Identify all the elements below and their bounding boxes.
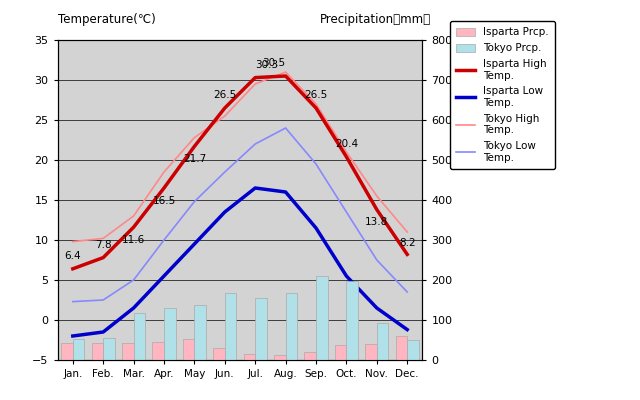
Isparta High Temp. <box>252 75 259 80</box>
Text: 13.8: 13.8 <box>365 217 388 227</box>
Isparta High Temp. <box>191 144 198 149</box>
Tokyo Low Temp. <box>160 238 168 242</box>
Bar <box>122 343 134 360</box>
Isparta High Temp. <box>130 225 138 230</box>
Text: 11.6: 11.6 <box>122 235 145 245</box>
Text: 26.5: 26.5 <box>213 90 236 100</box>
Bar <box>213 348 225 360</box>
Tokyo High Temp. <box>373 194 381 198</box>
Tokyo High Temp. <box>191 135 198 140</box>
Isparta Low Temp. <box>373 306 381 310</box>
Bar <box>103 338 115 360</box>
Isparta High Temp. <box>342 154 350 159</box>
Isparta Low Temp. <box>69 334 77 338</box>
Bar <box>335 345 346 360</box>
Tokyo High Temp. <box>69 239 77 244</box>
Line: Isparta Low Temp.: Isparta Low Temp. <box>73 188 407 336</box>
Text: 20.4: 20.4 <box>335 139 358 149</box>
Tokyo Low Temp. <box>221 170 228 174</box>
Bar <box>285 293 297 360</box>
Text: Precipitation（mm）: Precipitation（mm） <box>320 13 431 26</box>
Tokyo Low Temp. <box>403 290 411 294</box>
Bar <box>134 313 145 360</box>
Isparta Low Temp. <box>282 190 289 194</box>
Bar <box>225 293 236 360</box>
Text: 7.8: 7.8 <box>95 240 111 250</box>
Text: 16.5: 16.5 <box>152 196 175 206</box>
Bar <box>152 342 164 360</box>
Isparta High Temp. <box>373 207 381 212</box>
Tokyo Low Temp. <box>312 162 320 166</box>
Line: Tokyo Low Temp.: Tokyo Low Temp. <box>73 128 407 302</box>
Tokyo Low Temp. <box>191 199 198 204</box>
Legend: Isparta Prcp., Tokyo Prcp., Isparta High
Temp., Isparta Low
Temp., Tokyo High
Te: Isparta Prcp., Tokyo Prcp., Isparta High… <box>450 21 556 169</box>
Bar <box>365 344 377 360</box>
Tokyo High Temp. <box>130 214 138 218</box>
Tokyo High Temp. <box>312 102 320 106</box>
Bar <box>396 336 407 360</box>
Tokyo Low Temp. <box>373 258 381 262</box>
Isparta High Temp. <box>160 186 168 190</box>
Isparta High Temp. <box>99 255 107 260</box>
Bar <box>407 340 419 360</box>
Text: Temperature(℃): Temperature(℃) <box>58 13 156 26</box>
Text: 30.3: 30.3 <box>255 60 278 70</box>
Isparta Low Temp. <box>191 242 198 246</box>
Bar <box>305 352 316 360</box>
Bar <box>255 298 267 360</box>
Isparta High Temp. <box>403 252 411 257</box>
Isparta High Temp. <box>69 266 77 271</box>
Bar <box>244 354 255 360</box>
Bar <box>377 323 388 360</box>
Isparta Low Temp. <box>221 210 228 214</box>
Bar <box>164 308 175 360</box>
Tokyo Low Temp. <box>130 278 138 282</box>
Isparta High Temp. <box>282 74 289 78</box>
Bar <box>274 355 285 360</box>
Text: 30.5: 30.5 <box>262 58 285 68</box>
Line: Tokyo High Temp.: Tokyo High Temp. <box>73 72 407 242</box>
Tokyo High Temp. <box>221 114 228 118</box>
Bar <box>61 343 73 360</box>
Tokyo High Temp. <box>160 170 168 174</box>
Isparta Low Temp. <box>342 274 350 278</box>
Line: Isparta High Temp.: Isparta High Temp. <box>73 76 407 269</box>
Tokyo High Temp. <box>99 236 107 241</box>
Tokyo Low Temp. <box>342 210 350 214</box>
Isparta High Temp. <box>312 106 320 110</box>
Text: 6.4: 6.4 <box>65 251 81 261</box>
Isparta High Temp. <box>221 106 228 110</box>
Text: 21.7: 21.7 <box>183 154 206 164</box>
Tokyo Low Temp. <box>252 142 259 146</box>
Isparta Low Temp. <box>160 274 168 278</box>
Tokyo Low Temp. <box>69 299 77 304</box>
Isparta Low Temp. <box>312 226 320 230</box>
Isparta Low Temp. <box>252 186 259 190</box>
Tokyo Low Temp. <box>99 298 107 302</box>
Isparta Low Temp. <box>99 330 107 334</box>
Tokyo High Temp. <box>252 82 259 86</box>
Isparta Low Temp. <box>403 327 411 332</box>
Text: 26.5: 26.5 <box>305 90 328 100</box>
Tokyo High Temp. <box>342 150 350 154</box>
Text: 8.2: 8.2 <box>399 238 415 248</box>
Tokyo High Temp. <box>403 230 411 234</box>
Bar <box>92 343 103 360</box>
Tokyo Low Temp. <box>282 126 289 130</box>
Bar <box>73 339 84 360</box>
Bar <box>183 339 195 360</box>
Tokyo High Temp. <box>282 70 289 74</box>
Bar <box>195 305 206 360</box>
Bar <box>316 276 328 360</box>
Bar <box>346 281 358 360</box>
Isparta Low Temp. <box>130 306 138 310</box>
